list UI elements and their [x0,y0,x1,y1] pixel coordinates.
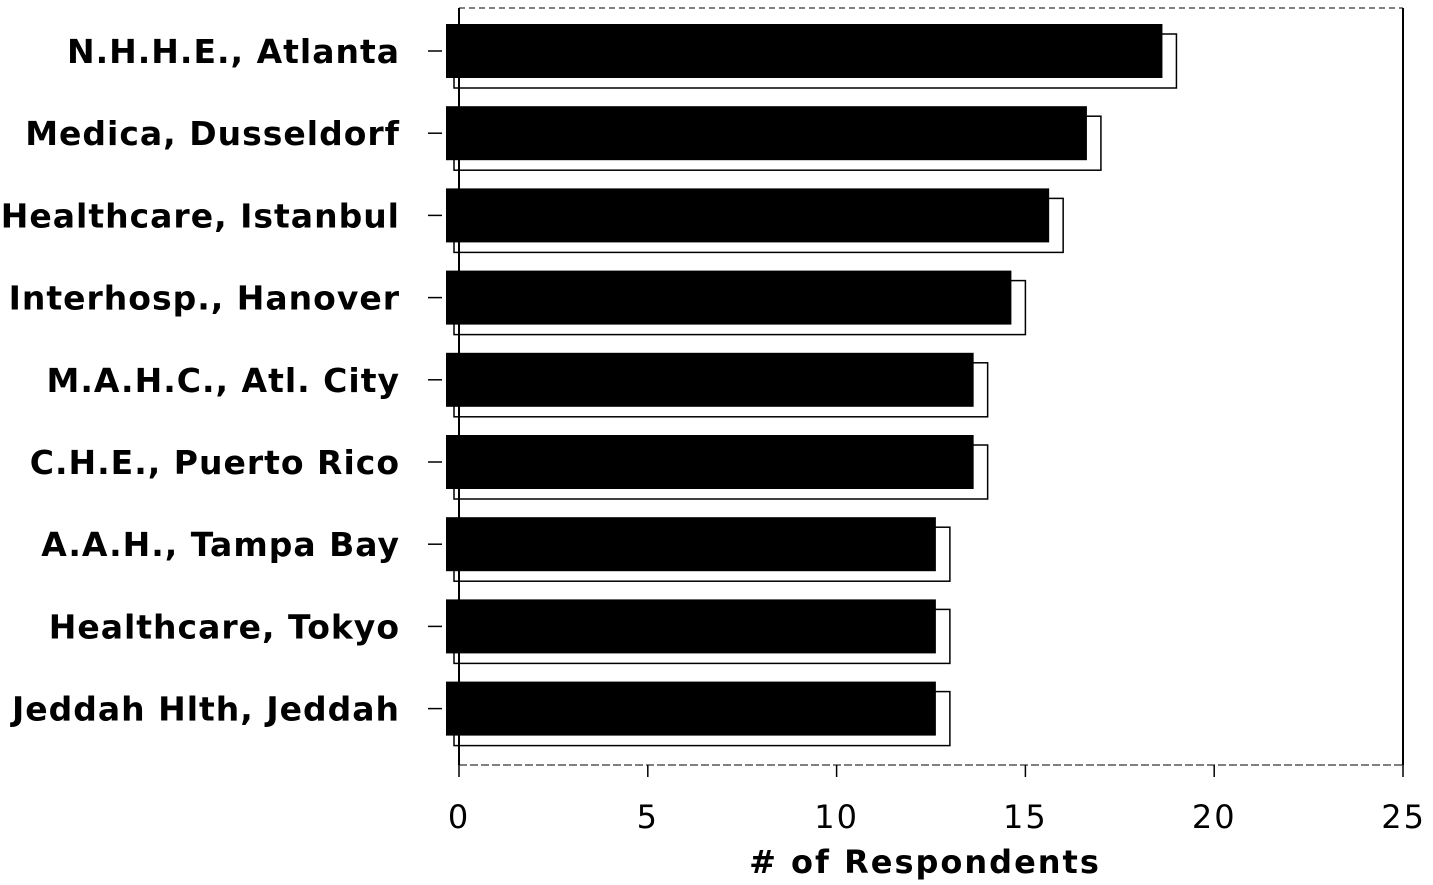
x-tick-label: 5 [637,798,659,836]
bar [446,106,1087,161]
category-label: Jeddah Hlth, Jeddah [10,690,400,729]
category-label: A.A.H., Tampa Bay [41,525,400,564]
bar [446,599,936,654]
x-tick-label: 0 [448,798,470,836]
bar [446,681,936,736]
bar [446,270,1012,325]
x-tick-label: 15 [1003,798,1048,836]
bar [446,188,1050,243]
bars-group [428,24,1178,747]
x-axis-title: # of Respondents [749,843,1101,881]
category-labels-group: N.H.H.E., Atlanta Medica, Dusseldorf Healt… [1,32,400,729]
x-tick-label: 25 [1381,798,1426,836]
bar [446,24,1163,78]
x-tick-label: 10 [814,798,859,836]
category-label: Medica, Dusseldorf [25,114,400,153]
category-label: C.H.E., Puerto Rico [30,443,400,482]
category-label: Healthcare, Istanbul [1,196,400,235]
x-tick-label: 20 [1192,798,1237,836]
category-label: N.H.H.E., Atlanta [67,32,400,71]
x-ticks-group: 0 5 10 15 20 25 [448,765,1426,836]
bar [446,352,974,407]
category-label: M.A.H.C., Atl. City [47,361,400,400]
bar [446,517,936,572]
category-label: Interhosp., Hanover [9,279,400,318]
bar [446,435,974,489]
category-label: Healthcare, Tokyo [49,607,400,646]
